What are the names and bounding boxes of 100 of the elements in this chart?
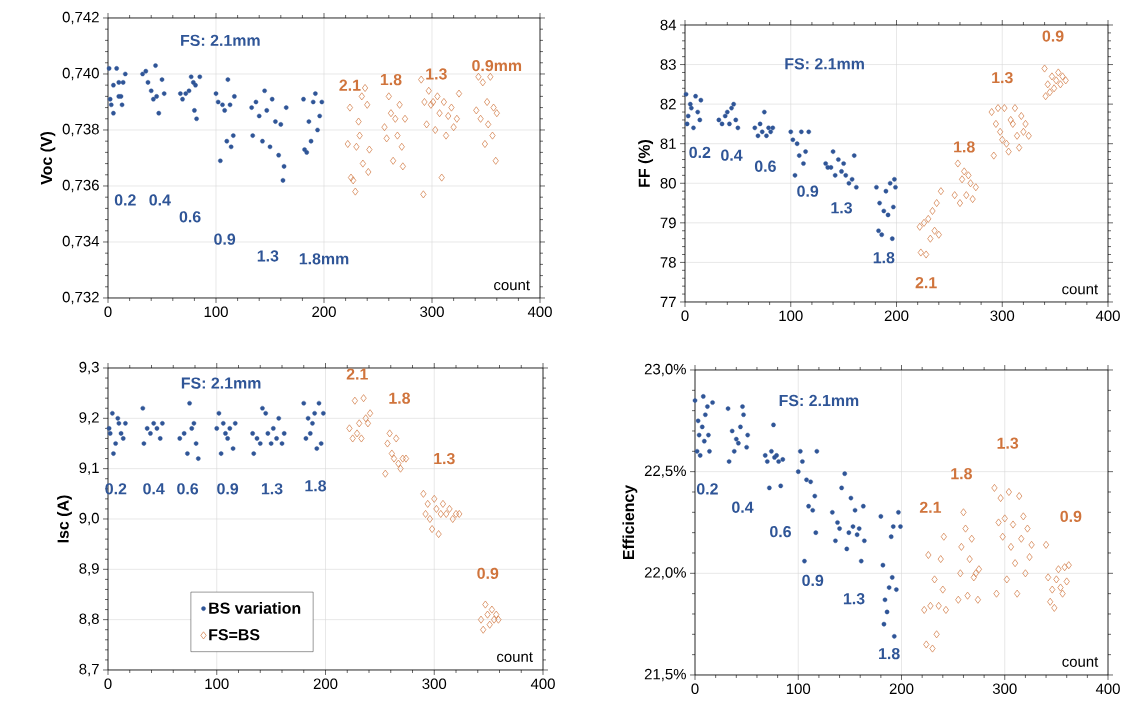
x-axis-title: count <box>1062 657 1099 667</box>
annotation: 0.9 <box>477 567 499 579</box>
point <box>997 127 1004 136</box>
point <box>1026 553 1033 561</box>
point <box>432 126 439 134</box>
point <box>433 504 440 513</box>
y-tick-label: 0,736 <box>62 179 99 193</box>
x-tick-label: 200 <box>884 310 909 322</box>
point <box>929 207 936 215</box>
point <box>356 131 363 140</box>
point <box>961 167 968 176</box>
point <box>157 436 163 441</box>
annotation: 2.1 <box>915 277 937 289</box>
point <box>491 615 498 624</box>
point <box>450 123 457 132</box>
x-axis-title: count <box>494 280 530 291</box>
point <box>931 226 938 235</box>
point <box>310 421 315 426</box>
point <box>440 98 447 106</box>
annotation: 0.9 <box>217 483 239 495</box>
point <box>484 610 491 619</box>
point <box>992 119 999 128</box>
y-tick-label: 84 <box>660 19 677 31</box>
point <box>118 431 124 436</box>
point <box>398 142 405 151</box>
point <box>489 131 496 140</box>
point <box>347 173 355 182</box>
point <box>220 421 226 426</box>
point <box>230 446 236 451</box>
point <box>384 439 391 448</box>
point <box>475 72 482 81</box>
point <box>281 431 287 436</box>
point <box>1001 514 1008 523</box>
point <box>438 173 445 182</box>
point <box>1051 84 1058 93</box>
point <box>482 600 489 609</box>
point <box>420 190 427 199</box>
x-tick-label: 300 <box>990 310 1015 322</box>
point <box>227 426 233 431</box>
point <box>1007 116 1014 124</box>
y-axis-title: Efficiency <box>622 484 638 560</box>
y-tick-label: 80 <box>660 177 676 189</box>
x-tick-label: 400 <box>1095 683 1120 695</box>
point <box>381 123 388 132</box>
point <box>991 483 998 492</box>
point <box>355 117 362 126</box>
point <box>1042 92 1049 101</box>
point <box>232 421 238 426</box>
annotation: 2.1 <box>339 79 361 91</box>
annotation: 1.3 <box>997 437 1019 449</box>
point <box>344 140 351 148</box>
point <box>493 109 500 118</box>
point <box>321 410 326 416</box>
point <box>148 431 153 436</box>
point <box>421 98 428 106</box>
point <box>318 441 324 446</box>
point <box>390 156 397 165</box>
point <box>195 456 201 461</box>
point <box>106 426 112 431</box>
y-tick-label: 9,1 <box>79 462 99 475</box>
point <box>276 416 282 421</box>
point <box>123 421 128 426</box>
x-tick-label: 100 <box>204 306 228 318</box>
point <box>939 585 946 594</box>
point <box>1055 68 1062 77</box>
annotation: FS: 2.1mm <box>181 34 260 47</box>
x-tick-label: 300 <box>420 306 444 318</box>
y-tick-label: 8,9 <box>79 563 99 576</box>
y-tick-label: 79 <box>660 217 676 229</box>
point <box>107 431 113 436</box>
y-tick-label: 8,8 <box>79 613 99 626</box>
x-tick-label: 300 <box>422 678 447 690</box>
point <box>1059 72 1066 81</box>
point <box>265 431 271 436</box>
annotation: 1.3 <box>843 593 865 605</box>
point <box>954 159 961 168</box>
point <box>445 112 452 120</box>
point <box>225 436 230 441</box>
point <box>140 405 146 411</box>
point <box>1043 540 1050 549</box>
point <box>1016 492 1023 500</box>
point <box>1011 104 1018 113</box>
point <box>358 92 365 101</box>
x-axis-title: count <box>497 652 533 662</box>
point <box>362 84 369 92</box>
point <box>436 109 443 118</box>
point <box>351 396 358 405</box>
point <box>214 426 220 431</box>
point <box>435 530 442 539</box>
point <box>366 145 373 154</box>
point <box>1014 589 1021 598</box>
point <box>395 459 402 468</box>
point <box>937 555 944 564</box>
point <box>418 75 425 84</box>
point <box>151 421 156 426</box>
point <box>1041 64 1048 73</box>
point <box>1047 597 1054 606</box>
point <box>995 518 1002 527</box>
point <box>1051 603 1058 612</box>
x-tick-label: 400 <box>1095 310 1120 322</box>
